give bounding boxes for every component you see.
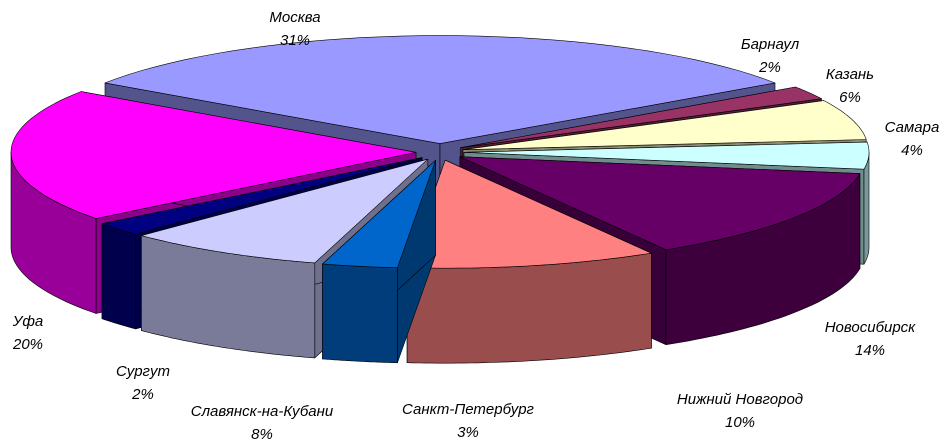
slice-wall	[322, 263, 398, 364]
slice	[10, 91, 417, 219]
slice	[104, 35, 776, 144]
slice-label: Санкт-Петербург	[402, 401, 535, 418]
slice-value-label: 6%	[839, 89, 861, 106]
slice-value-label: 2%	[758, 59, 781, 76]
slice	[460, 86, 822, 148]
slice-label: Барнаул	[741, 36, 800, 53]
slice	[141, 158, 429, 264]
slice	[459, 156, 861, 250]
slice	[101, 157, 423, 235]
slice-label: Самара	[885, 119, 940, 136]
slice-wall	[101, 223, 136, 330]
slice-value-label: 4%	[901, 142, 923, 159]
slice-label: Новосибирск	[825, 319, 916, 336]
slice	[462, 100, 867, 150]
slice-label: Нижний Новгород	[677, 391, 803, 408]
slice-value-label: 3%	[457, 424, 479, 441]
slice	[406, 159, 652, 269]
slice-label: Сургут	[116, 363, 170, 380]
slice-value-label: 2%	[131, 386, 154, 403]
slice	[463, 141, 870, 170]
slice-value-label: 8%	[251, 426, 273, 443]
slice-label: Славянск-на-Кубани	[191, 403, 334, 420]
slice-label: Уфа	[12, 313, 43, 330]
slice-value-label: 31%	[280, 32, 310, 49]
slice-value-label: 10%	[725, 414, 755, 431]
slice-value-label: 14%	[855, 342, 885, 359]
slice-label: Казань	[826, 66, 874, 83]
slice-wall	[406, 252, 652, 364]
slice	[322, 160, 436, 269]
slice-value-label: 20%	[12, 336, 43, 353]
slice-label: Москва	[269, 9, 320, 26]
slice-wall	[863, 152, 870, 265]
